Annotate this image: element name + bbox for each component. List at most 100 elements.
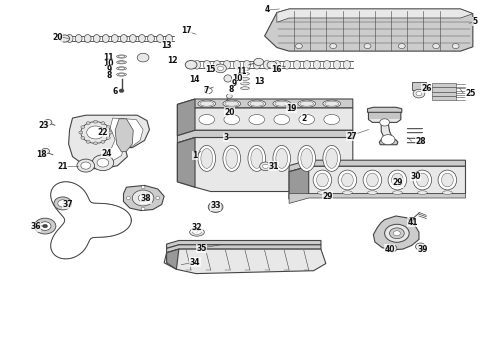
Polygon shape xyxy=(379,140,398,145)
Ellipse shape xyxy=(139,35,146,42)
Circle shape xyxy=(43,224,48,228)
Ellipse shape xyxy=(223,100,241,107)
Ellipse shape xyxy=(413,170,432,190)
Ellipse shape xyxy=(363,170,382,190)
Text: 11: 11 xyxy=(236,68,246,77)
Ellipse shape xyxy=(119,68,124,69)
Text: 15: 15 xyxy=(205,65,216,74)
Circle shape xyxy=(433,44,440,49)
Circle shape xyxy=(226,94,232,98)
Circle shape xyxy=(97,158,109,167)
Circle shape xyxy=(141,186,145,189)
Ellipse shape xyxy=(199,114,215,125)
Ellipse shape xyxy=(318,191,327,194)
Ellipse shape xyxy=(166,35,172,42)
Polygon shape xyxy=(432,96,456,100)
Text: 37: 37 xyxy=(62,200,73,209)
Circle shape xyxy=(254,58,264,66)
Ellipse shape xyxy=(129,35,136,42)
Polygon shape xyxy=(289,194,466,203)
Ellipse shape xyxy=(102,35,109,42)
Polygon shape xyxy=(381,122,392,140)
Ellipse shape xyxy=(343,191,352,194)
Ellipse shape xyxy=(93,35,100,42)
Circle shape xyxy=(204,88,212,94)
Text: 14: 14 xyxy=(189,75,200,84)
Circle shape xyxy=(364,44,371,49)
Circle shape xyxy=(60,35,70,42)
Ellipse shape xyxy=(241,72,249,75)
Ellipse shape xyxy=(147,35,154,42)
Ellipse shape xyxy=(416,173,428,187)
Ellipse shape xyxy=(203,60,211,69)
Ellipse shape xyxy=(241,87,249,90)
Ellipse shape xyxy=(367,173,378,187)
Text: 22: 22 xyxy=(98,128,108,137)
Text: 20: 20 xyxy=(52,33,63,42)
Ellipse shape xyxy=(243,60,251,69)
Circle shape xyxy=(81,126,85,129)
Ellipse shape xyxy=(75,35,82,42)
Text: 4: 4 xyxy=(265,4,270,13)
Polygon shape xyxy=(167,240,321,248)
Ellipse shape xyxy=(326,148,338,168)
Text: 13: 13 xyxy=(254,77,265,85)
Text: 29: 29 xyxy=(322,192,333,201)
Circle shape xyxy=(79,131,83,134)
Ellipse shape xyxy=(273,100,291,107)
Text: 10: 10 xyxy=(103,59,114,68)
Ellipse shape xyxy=(224,75,232,82)
Circle shape xyxy=(132,190,154,206)
Circle shape xyxy=(34,218,56,234)
Ellipse shape xyxy=(190,228,204,236)
Ellipse shape xyxy=(338,170,357,190)
Ellipse shape xyxy=(323,145,341,171)
Text: 3: 3 xyxy=(224,133,229,142)
Ellipse shape xyxy=(248,100,266,107)
Text: 24: 24 xyxy=(101,149,112,158)
Ellipse shape xyxy=(117,60,126,64)
Text: 11: 11 xyxy=(103,53,114,62)
Polygon shape xyxy=(123,185,164,211)
Text: 41: 41 xyxy=(407,218,418,227)
Polygon shape xyxy=(115,119,133,152)
Ellipse shape xyxy=(313,60,320,69)
Ellipse shape xyxy=(223,60,231,69)
Polygon shape xyxy=(432,87,456,92)
Ellipse shape xyxy=(241,77,249,80)
Circle shape xyxy=(413,89,425,98)
Circle shape xyxy=(295,44,302,49)
Circle shape xyxy=(398,44,405,49)
Ellipse shape xyxy=(303,60,311,69)
Text: 26: 26 xyxy=(421,84,432,93)
Ellipse shape xyxy=(200,101,214,106)
Polygon shape xyxy=(412,82,426,90)
Text: 9: 9 xyxy=(232,79,237,88)
Circle shape xyxy=(185,60,197,69)
Polygon shape xyxy=(368,107,402,113)
Text: 6: 6 xyxy=(113,87,118,96)
Ellipse shape xyxy=(323,60,331,69)
Circle shape xyxy=(267,61,277,68)
Circle shape xyxy=(263,164,269,168)
Text: 7: 7 xyxy=(203,86,208,95)
Ellipse shape xyxy=(323,100,341,107)
Text: 1: 1 xyxy=(193,151,197,160)
Text: 19: 19 xyxy=(286,104,297,112)
Text: 31: 31 xyxy=(268,162,279,171)
Circle shape xyxy=(42,148,49,154)
Polygon shape xyxy=(177,99,353,113)
Text: 5: 5 xyxy=(473,17,478,26)
Text: 21: 21 xyxy=(57,162,68,171)
Circle shape xyxy=(44,120,52,125)
Ellipse shape xyxy=(442,191,452,194)
Text: 8: 8 xyxy=(106,71,111,80)
Text: 33: 33 xyxy=(210,202,221,210)
Ellipse shape xyxy=(224,114,240,125)
Circle shape xyxy=(390,228,404,239)
Polygon shape xyxy=(289,166,309,199)
Text: 8: 8 xyxy=(228,85,233,94)
Ellipse shape xyxy=(298,145,316,171)
Circle shape xyxy=(212,204,220,210)
Circle shape xyxy=(452,44,459,49)
